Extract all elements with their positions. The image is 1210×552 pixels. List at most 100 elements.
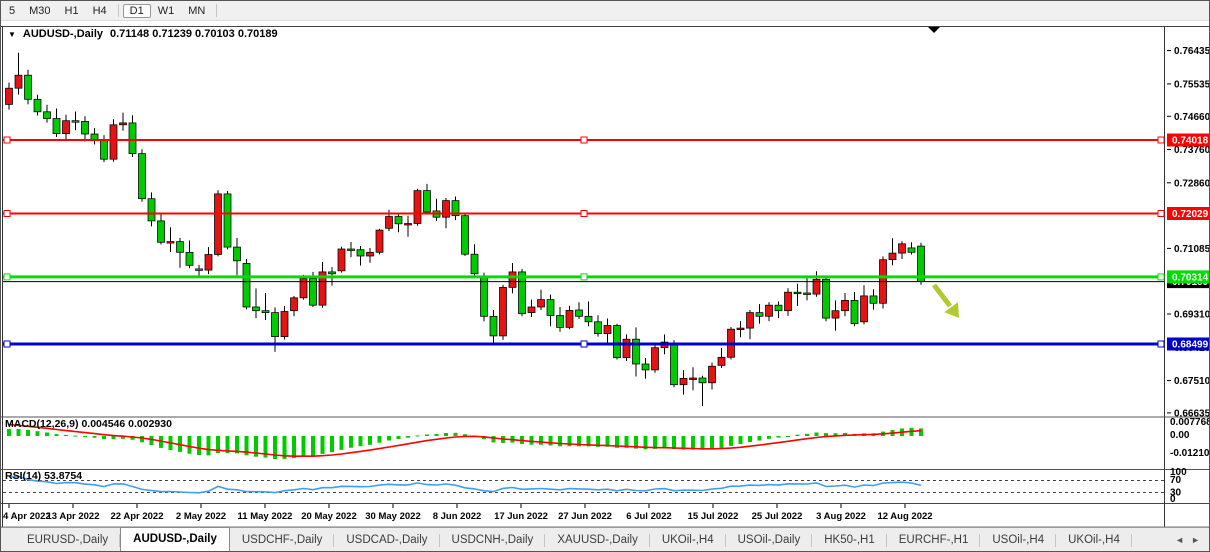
hline-handle[interactable]	[1157, 210, 1165, 217]
tab-hk50-h1[interactable]: HK50-,H1	[812, 530, 887, 551]
tab-xauusd-daily[interactable]: XAUUSD-,Daily	[545, 530, 650, 551]
svg-text:0.69310: 0.69310	[1174, 310, 1210, 321]
hline-handle[interactable]	[3, 136, 11, 144]
candle	[765, 304, 773, 317]
candle	[869, 295, 878, 304]
price-label-box	[1167, 337, 1209, 351]
macd-indicator-label: MACD(12,26,9) 0.004546 0.002930	[5, 418, 172, 430]
candle	[793, 291, 802, 295]
hline-handle[interactable]	[1157, 273, 1165, 281]
period-button-W1[interactable]: W1	[157, 4, 175, 17]
chart-shift-triangle-icon[interactable]	[928, 27, 940, 33]
hline-handle[interactable]	[580, 340, 588, 348]
candle	[147, 198, 156, 222]
symbol-dropdown-icon[interactable]: ▼	[8, 29, 16, 39]
svg-text:30 May 2022: 30 May 2022	[365, 511, 420, 522]
candle	[100, 140, 108, 160]
macd-signal-line	[8, 423, 922, 458]
svg-text:2 May 2022: 2 May 2022	[176, 511, 226, 522]
candle	[43, 111, 51, 119]
macd-axis-label: 0.007768	[1170, 417, 1210, 428]
candle	[138, 153, 146, 200]
candle	[584, 315, 593, 323]
candle	[109, 124, 118, 160]
candle	[822, 278, 830, 319]
candle	[318, 271, 327, 306]
toolbar-separator	[216, 4, 218, 17]
tab-eurusd-daily[interactable]: EURUSD-,Daily	[15, 530, 121, 551]
candle	[651, 347, 659, 371]
chart-title: ▼ AUDUSD-,Daily 0.71148 0.71239 0.70103 …	[8, 28, 278, 40]
candle	[242, 263, 251, 308]
candle	[166, 241, 175, 244]
svg-text:25 Jul 2022: 25 Jul 2022	[752, 511, 803, 522]
candle	[185, 251, 194, 266]
rsi-axis-label: 0	[1170, 494, 1176, 505]
candle	[442, 200, 450, 218]
svg-text:11 May 2022: 11 May 2022	[238, 511, 293, 522]
rsi-axis-label: 30	[1170, 488, 1182, 499]
candle	[337, 248, 346, 272]
hline-handle[interactable]	[1157, 340, 1165, 348]
tab-eurchf-h1[interactable]: EURCHF-,H1	[887, 530, 981, 551]
candles	[5, 52, 925, 407]
tab-usdchf-daily[interactable]: USDCHF-,Daily	[230, 530, 335, 551]
tab-ukoil-h4[interactable]: UKOil-,H4	[650, 530, 726, 551]
candle	[14, 74, 23, 89]
candle	[803, 292, 811, 295]
candle	[271, 312, 279, 337]
candle	[157, 220, 165, 243]
hline-handle[interactable]	[580, 210, 588, 217]
candle	[81, 121, 89, 135]
period-button-5[interactable]: 5	[9, 4, 16, 17]
hline-handle[interactable]	[3, 273, 11, 281]
chart-tab-bar: EURUSD-,Daily AUDUSD-,Daily USDCHF-,Daily U…	[1, 527, 1209, 551]
candle	[328, 271, 336, 275]
hline-handle[interactable]	[580, 273, 588, 281]
tab-usdcnh-daily[interactable]: USDCNH-,Daily	[440, 530, 546, 551]
macd-histogram	[7, 427, 923, 459]
toolbar-separator	[117, 4, 119, 17]
candle	[128, 122, 137, 154]
tab-scroll-left-icon[interactable]: ◄	[1175, 534, 1185, 545]
hline-handle[interactable]	[3, 210, 11, 217]
tab-usoil-daily[interactable]: USOil-,Daily	[726, 530, 813, 551]
candle	[5, 87, 13, 105]
tab-scroll-right-icon[interactable]: ►	[1191, 534, 1200, 545]
chart-title-ohlc: 0.71148 0.71239 0.70103 0.70189	[110, 28, 278, 40]
period-button-MN[interactable]: MN	[188, 4, 206, 17]
candle	[223, 193, 232, 248]
svg-text:17 Jun 2022: 17 Jun 2022	[494, 511, 548, 522]
tab-usoil-h4[interactable]: USOil-,H4	[980, 530, 1056, 551]
arrow-annotation-head[interactable]	[944, 302, 959, 318]
candle	[71, 120, 80, 123]
candle	[404, 223, 412, 226]
candle	[831, 310, 840, 319]
candle	[375, 229, 384, 253]
period-button-M30[interactable]: M30	[29, 4, 51, 17]
rsi-axis-label: 70	[1170, 475, 1182, 486]
candle	[841, 300, 849, 312]
candle	[309, 278, 317, 306]
arrow-annotation-shaft[interactable]	[932, 283, 952, 308]
candle	[385, 216, 393, 229]
tab-audusd-daily[interactable]: AUDUSD-,Daily	[120, 527, 230, 551]
svg-text:0.66635: 0.66635	[1174, 408, 1210, 419]
tab-usdcad-daily[interactable]: USDCAD-,Daily	[334, 530, 440, 551]
period-button-H1[interactable]: H1	[64, 4, 79, 17]
period-button-H4[interactable]: H4	[92, 4, 107, 17]
price-label-box	[1167, 207, 1209, 220]
candle	[689, 377, 697, 380]
hline-handle[interactable]	[3, 340, 11, 348]
candle	[356, 249, 365, 257]
hline-handle[interactable]	[580, 136, 588, 144]
svg-text:20 May 2022: 20 May 2022	[301, 511, 356, 522]
price-label: 0.74018	[1172, 136, 1209, 147]
period-button-D1[interactable]: D1	[122, 3, 151, 18]
hline-handle[interactable]	[1157, 136, 1165, 144]
tab-ukoil-h4[interactable]: UKOil-,H4	[1056, 530, 1132, 551]
chart-title-symbol: AUDUSD-,Daily	[22, 28, 103, 40]
